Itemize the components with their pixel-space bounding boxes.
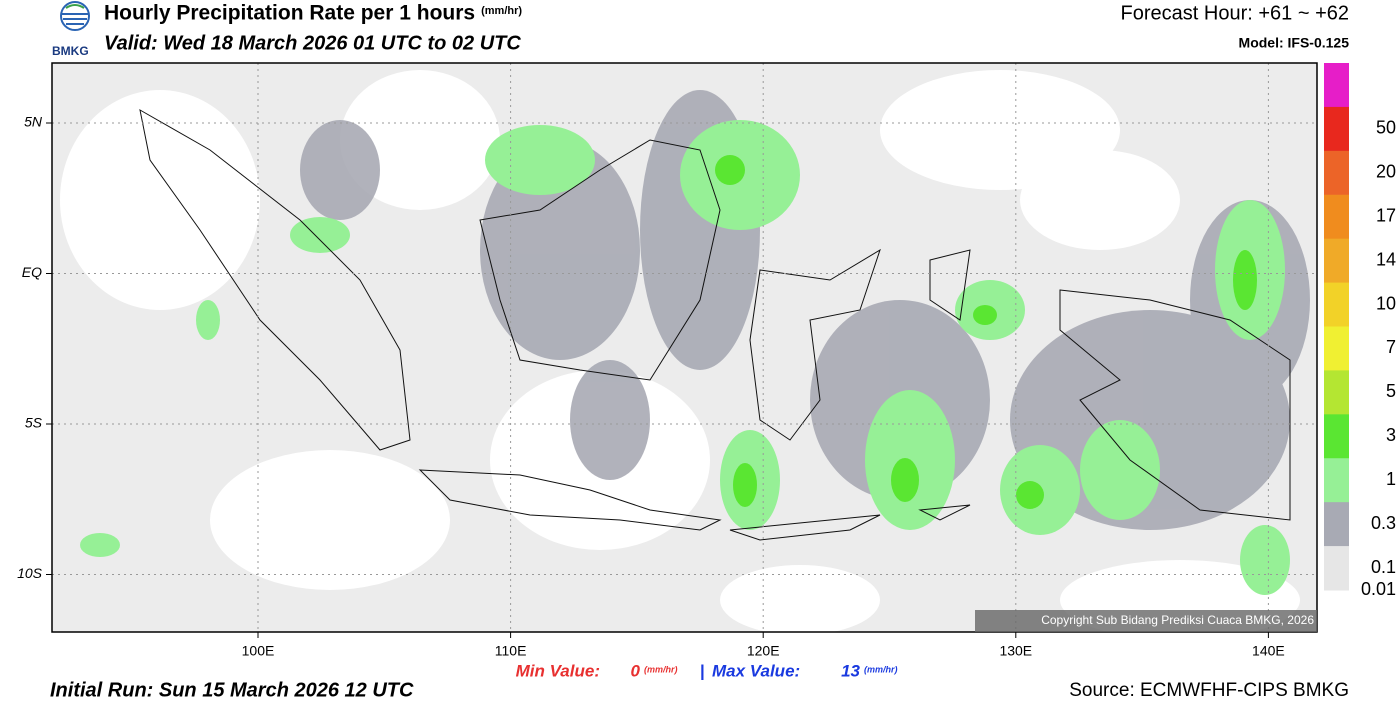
- legend-label: 17: [1376, 205, 1396, 225]
- min-value: 0: [631, 661, 641, 680]
- legend-label: 0.01: [1361, 579, 1396, 599]
- lat-label: 10S: [17, 565, 43, 581]
- lon-label: 140E: [1252, 643, 1285, 659]
- logo-text: BMKG: [52, 44, 89, 58]
- forecast-hour: Forecast Hour: +61 ~ +62: [1121, 2, 1349, 24]
- max-unit: (mm/hr): [864, 664, 898, 674]
- lon-label: 120E: [747, 643, 780, 659]
- legend-label: 50: [1376, 118, 1396, 138]
- lat-label: EQ: [22, 264, 42, 280]
- legend-swatch: [1324, 414, 1349, 459]
- map-frame: [51, 62, 1318, 633]
- legend-label: 14: [1376, 249, 1396, 269]
- max-label: Max Value:: [712, 661, 800, 680]
- legend-swatch: [1324, 238, 1349, 284]
- model: Model: IFS-0.125: [1239, 35, 1350, 51]
- legend-swatch: [1324, 546, 1349, 591]
- legend-swatch: [1324, 326, 1349, 371]
- min-label: Min Value:: [516, 661, 600, 680]
- legend-label: 5: [1386, 381, 1396, 401]
- lat-label: 5N: [24, 114, 43, 130]
- legend-label: 0.1: [1371, 557, 1396, 577]
- max-value: 13: [841, 661, 860, 680]
- heavy-rain: [715, 155, 1257, 509]
- separator: |: [700, 661, 705, 680]
- lon-label: 100E: [242, 643, 275, 659]
- logo: [60, 1, 90, 31]
- coastlines: [139, 109, 1291, 541]
- map: Copyright Sub Bidang Prediksi Cuaca BMKG…: [51, 62, 1318, 640]
- legend-swatch: [1324, 150, 1349, 196]
- legend-label: 7: [1386, 337, 1396, 357]
- legend-label: 1: [1386, 469, 1396, 489]
- source: Source: ECMWFHF-CIPS BMKG: [1069, 680, 1349, 701]
- copyright: Copyright Sub Bidang Prediksi Cuaca BMKG…: [1041, 613, 1314, 627]
- legend-swatch: [1324, 106, 1349, 152]
- legend: 50 20 17 14 10 7 5 3 1 0.3 0.10.01: [1324, 63, 1396, 599]
- legend-label: 3: [1386, 425, 1396, 445]
- legend-swatch: [1324, 370, 1349, 415]
- initial-run: Initial Run: Sun 15 March 2026 12 UTC: [50, 679, 414, 701]
- legend-swatch: [1324, 63, 1349, 108]
- legend-swatch: [1324, 458, 1349, 503]
- title-unit: (mm/hr): [481, 5, 522, 17]
- valid-time: Valid: Wed 18 March 2026 01 UTC to 02 UT…: [104, 32, 521, 54]
- lat-label: 5S: [25, 415, 43, 431]
- copyright-box: [975, 610, 1317, 632]
- title: Hourly Precipitation Rate per 1 hours: [104, 2, 475, 25]
- lon-label: 110E: [495, 643, 527, 659]
- min-unit: (mm/hr): [644, 664, 678, 674]
- legend-swatch: [1324, 194, 1349, 240]
- legend-swatch: [1324, 282, 1349, 327]
- lon-label: 130E: [999, 643, 1032, 659]
- legend-swatch: [1324, 502, 1349, 547]
- legend-label: 0.3: [1371, 513, 1396, 533]
- legend-label: 10: [1376, 293, 1396, 313]
- legend-label: 20: [1376, 162, 1396, 182]
